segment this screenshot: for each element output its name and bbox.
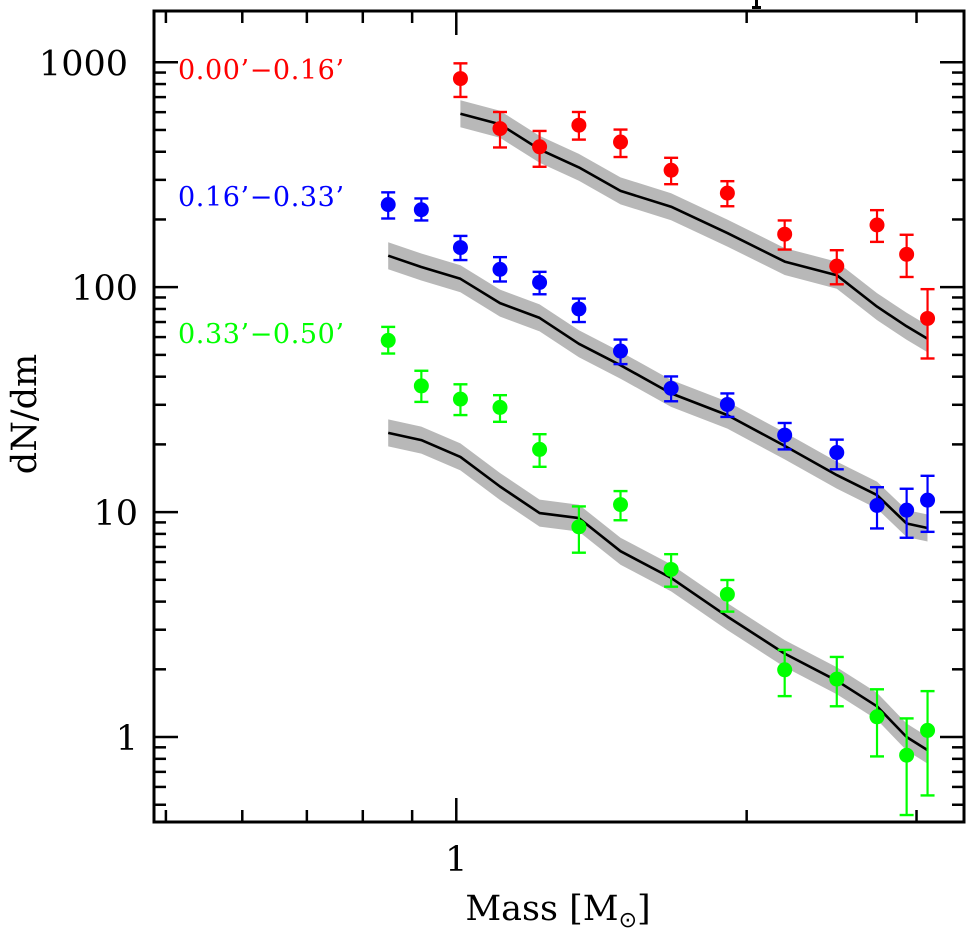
data-point xyxy=(777,226,793,242)
data-point xyxy=(719,586,735,602)
axis-ticks xyxy=(154,11,964,822)
data-point xyxy=(829,445,845,461)
data-point xyxy=(777,662,793,678)
data-point xyxy=(413,378,429,394)
data-point xyxy=(829,258,845,274)
model-bands xyxy=(388,100,928,764)
data-point xyxy=(899,502,915,518)
data-point xyxy=(663,162,679,178)
data-point xyxy=(380,197,396,213)
data-point xyxy=(869,497,885,513)
x-axis-label-main: Mass [M xyxy=(465,889,618,929)
y-tick-label: 1 xyxy=(116,719,138,759)
data-point xyxy=(663,380,679,396)
y-axis-label: dN/dm xyxy=(5,354,45,474)
data-point xyxy=(613,134,629,150)
data-point xyxy=(532,274,548,290)
legend-label-outer: 0.33’−0.50’ xyxy=(178,319,345,350)
data-point xyxy=(452,240,468,256)
data-point xyxy=(899,747,915,763)
legend-label-middle: 0.16’−0.33’ xyxy=(178,182,345,213)
data-point xyxy=(869,217,885,233)
x-tick-label: 1 xyxy=(445,840,467,880)
data-point xyxy=(452,391,468,407)
data-point xyxy=(869,709,885,725)
model-band xyxy=(460,100,928,353)
data-point xyxy=(532,139,548,155)
legend-label-inner: 0.00’−0.16’ xyxy=(178,55,345,86)
data-point xyxy=(920,722,936,738)
data-point xyxy=(829,671,845,687)
data-point xyxy=(920,492,936,508)
data-point xyxy=(532,441,548,457)
data-point xyxy=(613,343,629,359)
model-band xyxy=(388,242,928,542)
data-point xyxy=(571,117,587,133)
data-point xyxy=(492,399,508,415)
y-tick-label: 100 xyxy=(71,269,138,309)
data-point xyxy=(899,246,915,262)
data-point xyxy=(571,301,587,317)
clipped-title-fragment xyxy=(752,0,761,9)
data-point xyxy=(719,185,735,201)
data-points xyxy=(380,71,936,763)
data-point xyxy=(719,396,735,412)
axis-tick-labels: 1 1000 100 10 1 xyxy=(39,44,467,880)
data-point xyxy=(413,202,429,218)
model-line xyxy=(387,254,928,530)
data-point xyxy=(777,427,793,443)
solar-symbol: ⊙ xyxy=(619,908,637,933)
x-axis-label: Mass [M⊙] xyxy=(465,889,650,933)
data-point xyxy=(492,121,508,137)
error-bar xyxy=(920,689,935,797)
data-point xyxy=(452,71,468,87)
data-point xyxy=(492,261,508,277)
data-point xyxy=(613,497,629,513)
x-axis-label-close: ] xyxy=(637,889,651,929)
y-tick-label: 10 xyxy=(93,494,138,534)
y-tick-label: 1000 xyxy=(39,44,128,84)
data-point xyxy=(571,519,587,535)
data-point xyxy=(920,310,936,326)
data-point xyxy=(663,561,679,577)
plot-frame xyxy=(152,9,966,824)
model-band xyxy=(388,419,928,764)
data-point xyxy=(380,332,396,348)
model-line xyxy=(387,431,929,752)
error-bar xyxy=(899,717,914,817)
